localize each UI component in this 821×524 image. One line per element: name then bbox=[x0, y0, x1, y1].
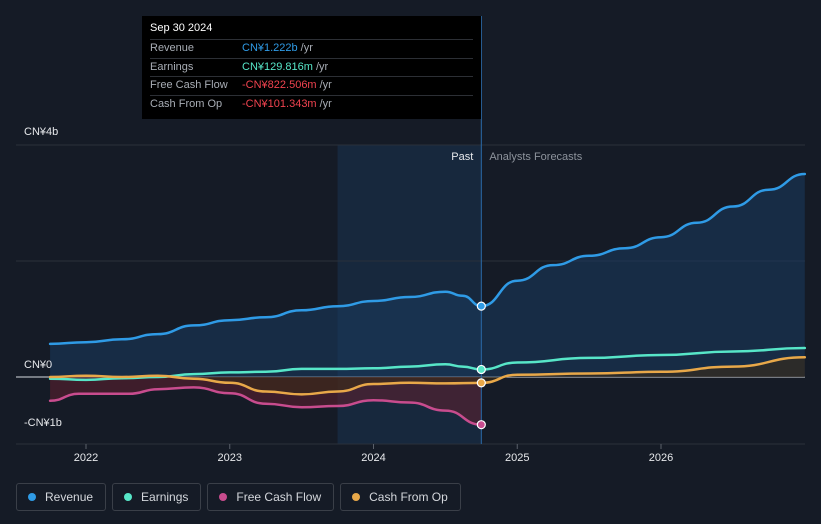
legend-earnings[interactable]: Earnings bbox=[112, 483, 202, 511]
tooltip-unit: /yr bbox=[319, 79, 332, 91]
tooltip-value: CN¥1.222b bbox=[242, 42, 298, 54]
tooltip-value: CN¥129.816m bbox=[242, 60, 313, 73]
tooltip-row-free-cash-flow: Free Cash Flow -CN¥822.506m /yr bbox=[150, 76, 473, 95]
cash-from-op-line bbox=[48, 356, 807, 396]
legend-free-cash-flow[interactable]: Free Cash Flow bbox=[207, 483, 335, 511]
series-markers bbox=[476, 301, 486, 430]
y-tick-label: -CN¥1b bbox=[24, 417, 62, 429]
tooltip-label: Cash From Op bbox=[150, 97, 223, 110]
x-tick-label: 2026 bbox=[649, 452, 673, 464]
forecast-label: Analysts Forecasts bbox=[489, 151, 582, 163]
revenue-area bbox=[50, 174, 805, 377]
tooltip-unit: /yr bbox=[300, 42, 313, 54]
tooltip-row-earnings: Earnings CN¥129.816m /yr bbox=[150, 57, 473, 77]
tooltip-value: -CN¥822.506m bbox=[242, 79, 317, 91]
legend-revenue[interactable]: Revenue bbox=[16, 483, 107, 511]
free-cash-flow-line bbox=[48, 386, 483, 426]
legend-label: Free Cash Flow bbox=[236, 490, 322, 504]
x-tick-label: 2023 bbox=[218, 452, 242, 464]
x-axis: 2022 2023 2024 2025 2026 bbox=[74, 444, 673, 464]
tooltip-label: Revenue bbox=[150, 42, 195, 54]
cash-from-op-area bbox=[50, 357, 805, 395]
past-label: Past bbox=[451, 151, 473, 163]
tooltip-value: -CN¥101.343m bbox=[242, 97, 317, 110]
legend-label: Revenue bbox=[45, 490, 94, 504]
legend-label: Earnings bbox=[141, 490, 189, 504]
legend-dot-icon bbox=[219, 493, 228, 501]
y-tick-label: CN¥4b bbox=[24, 126, 58, 138]
legend-cash-from-op[interactable]: Cash From Op bbox=[340, 483, 461, 511]
x-tick-label: 2022 bbox=[74, 452, 98, 464]
tooltip-label: Earnings bbox=[150, 60, 194, 73]
tooltip-unit: /yr bbox=[319, 97, 332, 110]
legend-dot-icon bbox=[28, 493, 36, 501]
tooltip-row-revenue: Revenue CN¥1.222b /yr bbox=[150, 39, 473, 58]
revenue-line bbox=[48, 172, 807, 346]
chart-legend: Revenue Earnings Free Cash Flow Cash Fro… bbox=[16, 483, 461, 511]
x-tick-label: 2025 bbox=[505, 452, 529, 464]
y-axis: CN¥4b CN¥0 -CN¥1b bbox=[24, 126, 62, 429]
legend-dot-icon bbox=[352, 493, 361, 501]
data-tooltip: Sep 30 2024 Revenue CN¥1.222b /yr Earnin… bbox=[142, 16, 481, 119]
legend-dot-icon bbox=[124, 493, 133, 501]
tooltip-label: Free Cash Flow bbox=[150, 79, 228, 91]
revenue-marker bbox=[476, 301, 486, 311]
free-cash-flow-marker bbox=[476, 420, 486, 430]
x-tick-label: 2024 bbox=[361, 452, 385, 464]
cash-from-op-marker bbox=[476, 378, 486, 388]
tooltip-row-cash-from-op: Cash From Op -CN¥101.343m /yr bbox=[150, 94, 473, 114]
legend-label: Cash From Op bbox=[369, 490, 448, 504]
earnings-marker bbox=[476, 364, 486, 375]
tooltip-date: Sep 30 2024 bbox=[150, 22, 213, 34]
y-tick-label: CN¥0 bbox=[24, 359, 52, 371]
tooltip-unit: /yr bbox=[315, 60, 329, 73]
series-lines bbox=[48, 172, 807, 426]
